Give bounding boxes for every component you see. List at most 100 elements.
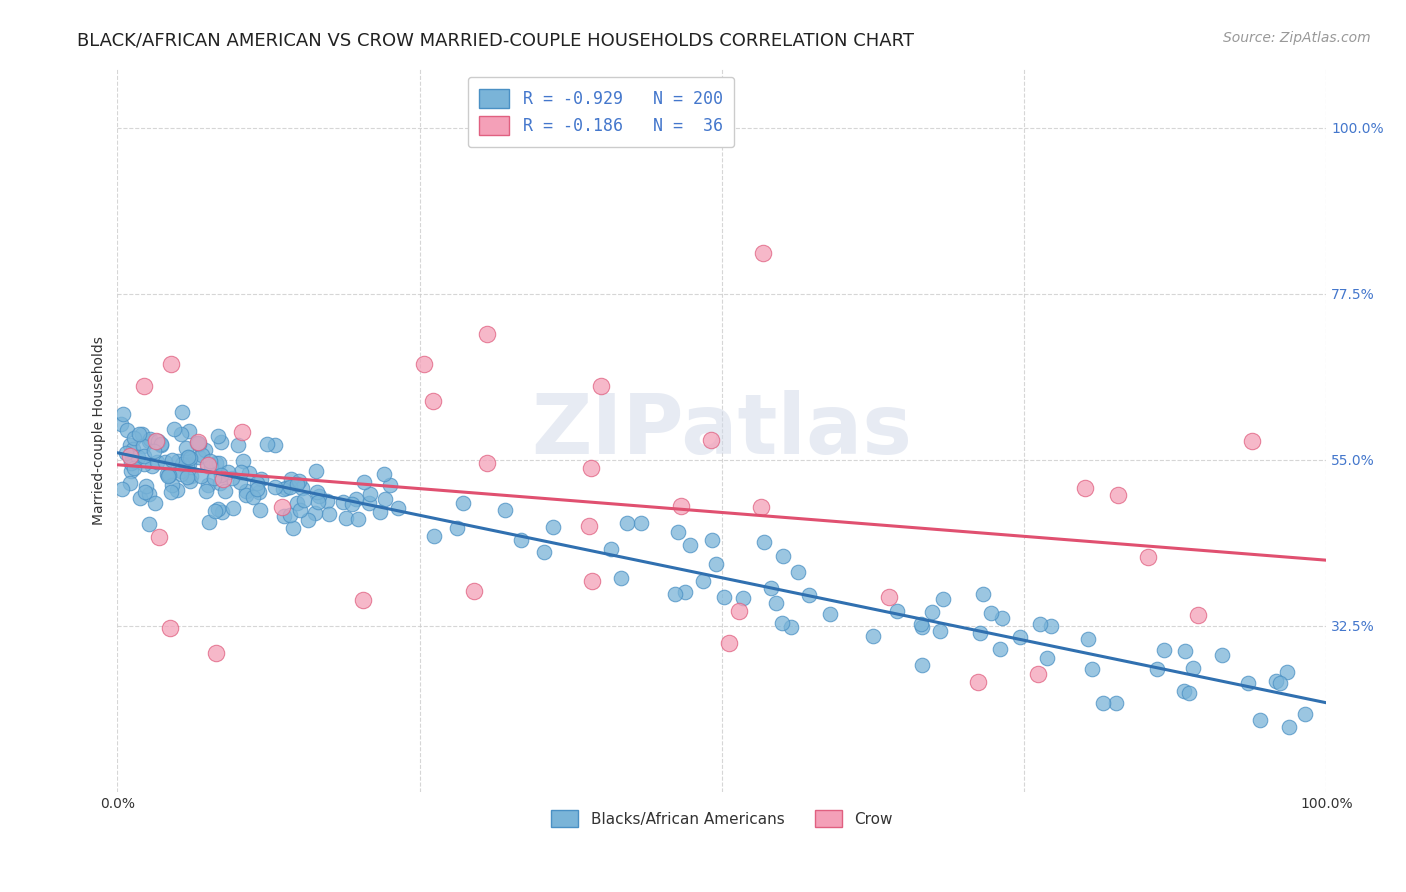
Point xyxy=(910,657,932,672)
Point xyxy=(159,621,181,635)
Point xyxy=(207,502,229,516)
Point xyxy=(1178,686,1201,700)
Point xyxy=(666,525,689,540)
Point xyxy=(134,485,156,500)
Point xyxy=(150,438,173,452)
Point xyxy=(932,591,955,606)
Point xyxy=(280,508,302,522)
Point xyxy=(305,464,328,478)
Point xyxy=(246,483,269,497)
Point xyxy=(494,503,516,517)
Point xyxy=(180,469,202,483)
Point xyxy=(921,605,943,619)
Point xyxy=(1249,713,1271,727)
Point xyxy=(1153,642,1175,657)
Point xyxy=(170,426,193,441)
Point xyxy=(704,558,727,572)
Point xyxy=(728,604,751,618)
Point xyxy=(179,450,201,465)
Point xyxy=(232,454,254,468)
Point xyxy=(1174,644,1197,658)
Point xyxy=(111,482,134,496)
Point xyxy=(1211,648,1233,662)
Point xyxy=(477,327,499,342)
Point xyxy=(307,485,329,500)
Point xyxy=(110,417,132,431)
Point xyxy=(413,357,436,371)
Point xyxy=(911,620,934,634)
Point xyxy=(752,246,775,260)
Point xyxy=(669,500,692,514)
Point xyxy=(138,434,160,449)
Point xyxy=(357,496,380,510)
Point xyxy=(160,485,183,500)
Point xyxy=(271,500,294,514)
Point xyxy=(231,465,253,479)
Point xyxy=(176,450,198,465)
Point xyxy=(205,456,228,470)
Point xyxy=(128,491,150,506)
Point xyxy=(991,611,1014,625)
Point xyxy=(205,646,228,660)
Point xyxy=(1240,434,1263,448)
Point xyxy=(120,475,142,490)
Point xyxy=(176,442,198,456)
Point xyxy=(166,483,188,497)
Point xyxy=(1173,684,1195,698)
Point xyxy=(111,407,134,421)
Point xyxy=(1105,696,1128,710)
Point xyxy=(280,472,302,486)
Point xyxy=(190,468,212,483)
Point xyxy=(717,636,740,650)
Point xyxy=(176,458,198,472)
Point xyxy=(208,456,231,470)
Point xyxy=(285,496,308,510)
Point xyxy=(143,496,166,510)
Point xyxy=(148,530,170,544)
Point xyxy=(1136,549,1159,564)
Point xyxy=(297,513,319,527)
Point xyxy=(422,393,444,408)
Point xyxy=(1008,630,1031,644)
Point xyxy=(197,477,219,491)
Point xyxy=(347,511,370,525)
Point xyxy=(475,456,498,470)
Point xyxy=(197,458,219,472)
Point xyxy=(675,585,697,599)
Point xyxy=(156,467,179,481)
Point xyxy=(120,456,142,470)
Point xyxy=(353,475,375,489)
Point xyxy=(128,427,150,442)
Point xyxy=(352,593,374,607)
Point xyxy=(543,520,565,534)
Point xyxy=(818,607,841,621)
Point xyxy=(1026,666,1049,681)
Point xyxy=(599,542,621,557)
Point xyxy=(247,484,270,499)
Point xyxy=(264,480,287,494)
Point xyxy=(256,436,278,450)
Point xyxy=(155,455,177,469)
Point xyxy=(141,458,163,473)
Point xyxy=(135,479,157,493)
Point xyxy=(877,590,900,604)
Point xyxy=(159,357,181,371)
Point xyxy=(581,574,603,588)
Point xyxy=(335,511,357,525)
Point xyxy=(423,529,446,543)
Point xyxy=(368,505,391,519)
Point xyxy=(1187,607,1209,622)
Point xyxy=(170,457,193,471)
Point xyxy=(980,606,1002,620)
Point xyxy=(186,435,208,450)
Point xyxy=(131,427,153,442)
Point xyxy=(170,405,193,419)
Point xyxy=(142,443,165,458)
Point xyxy=(235,483,257,498)
Point xyxy=(699,434,721,448)
Point xyxy=(533,544,555,558)
Point xyxy=(197,458,219,472)
Point xyxy=(217,465,239,479)
Point xyxy=(121,442,143,456)
Point xyxy=(163,422,186,436)
